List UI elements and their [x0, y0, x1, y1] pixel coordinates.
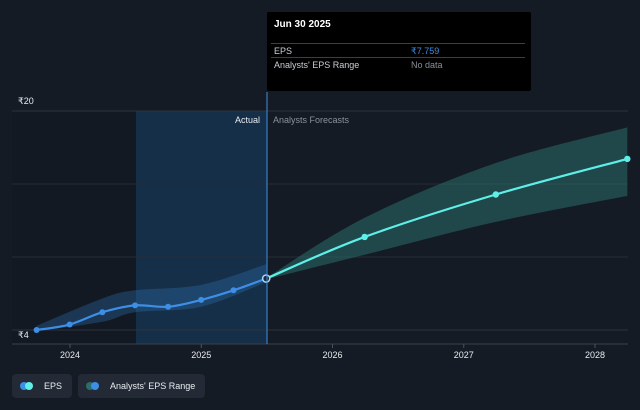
legend-dot: [25, 382, 33, 390]
eps-point: [198, 296, 205, 303]
legend: EPS Analysts' EPS Range: [12, 374, 206, 398]
eps-point: [230, 287, 237, 294]
legend-eps-label: EPS: [44, 381, 63, 391]
tooltip-date: Jun 30 2025: [274, 19, 331, 30]
eps-point: [99, 309, 106, 316]
eps-forecast-point: [624, 155, 631, 163]
eps-point: [132, 302, 139, 309]
legend-range-label: Analysts' EPS Range: [110, 381, 196, 391]
tooltip-eps-label: EPS: [274, 46, 293, 56]
eps-point: [33, 327, 40, 333]
eps-forecast-line: [265, 157, 628, 280]
legend-dot: [20, 382, 28, 390]
y-tick-label-bottom: ₹4: [18, 330, 29, 340]
eps-point: [165, 303, 172, 310]
eps-forecast-point: [361, 233, 368, 241]
x-tick-label: 2025: [191, 350, 211, 360]
tooltip-row-range: Analysts' EPS Range No data: [271, 57, 525, 72]
forecast-range-band: [266, 127, 628, 280]
x-tick-label: 2027: [454, 350, 474, 360]
legend-eps-icon: [20, 382, 36, 390]
x-tick-label: 2028: [585, 350, 605, 360]
eps-forecast-point: [492, 191, 500, 198]
tooltip-range-value: No data: [411, 60, 443, 70]
legend-item-eps[interactable]: EPS: [12, 374, 73, 398]
actual-highlight-shade: [136, 111, 267, 344]
legend-item-range[interactable]: Analysts' EPS Range: [78, 374, 206, 398]
legend-dot: [91, 382, 100, 390]
legend-dot: [86, 382, 95, 390]
tooltip-range-label: Analysts' EPS Range: [274, 60, 360, 70]
legend-range-icon: [86, 382, 102, 390]
tooltip-row-eps: EPS ₹7.759: [271, 43, 525, 58]
tooltip: Jun 30 2025 EPS ₹7.759 Analysts' EPS Ran…: [267, 12, 531, 91]
actual-label: Actual: [235, 115, 260, 125]
forecast-label: Analysts Forecasts: [273, 115, 350, 125]
actual-past-shade: [12, 111, 136, 344]
tooltip-eps-value: ₹7.759: [411, 46, 440, 56]
eps-point: [66, 321, 73, 328]
x-tick-label: 2026: [322, 350, 342, 360]
x-tick-label: 2024: [60, 350, 80, 360]
y-tick-label-top: ₹20: [18, 96, 34, 106]
eps-point-current: [261, 274, 271, 283]
